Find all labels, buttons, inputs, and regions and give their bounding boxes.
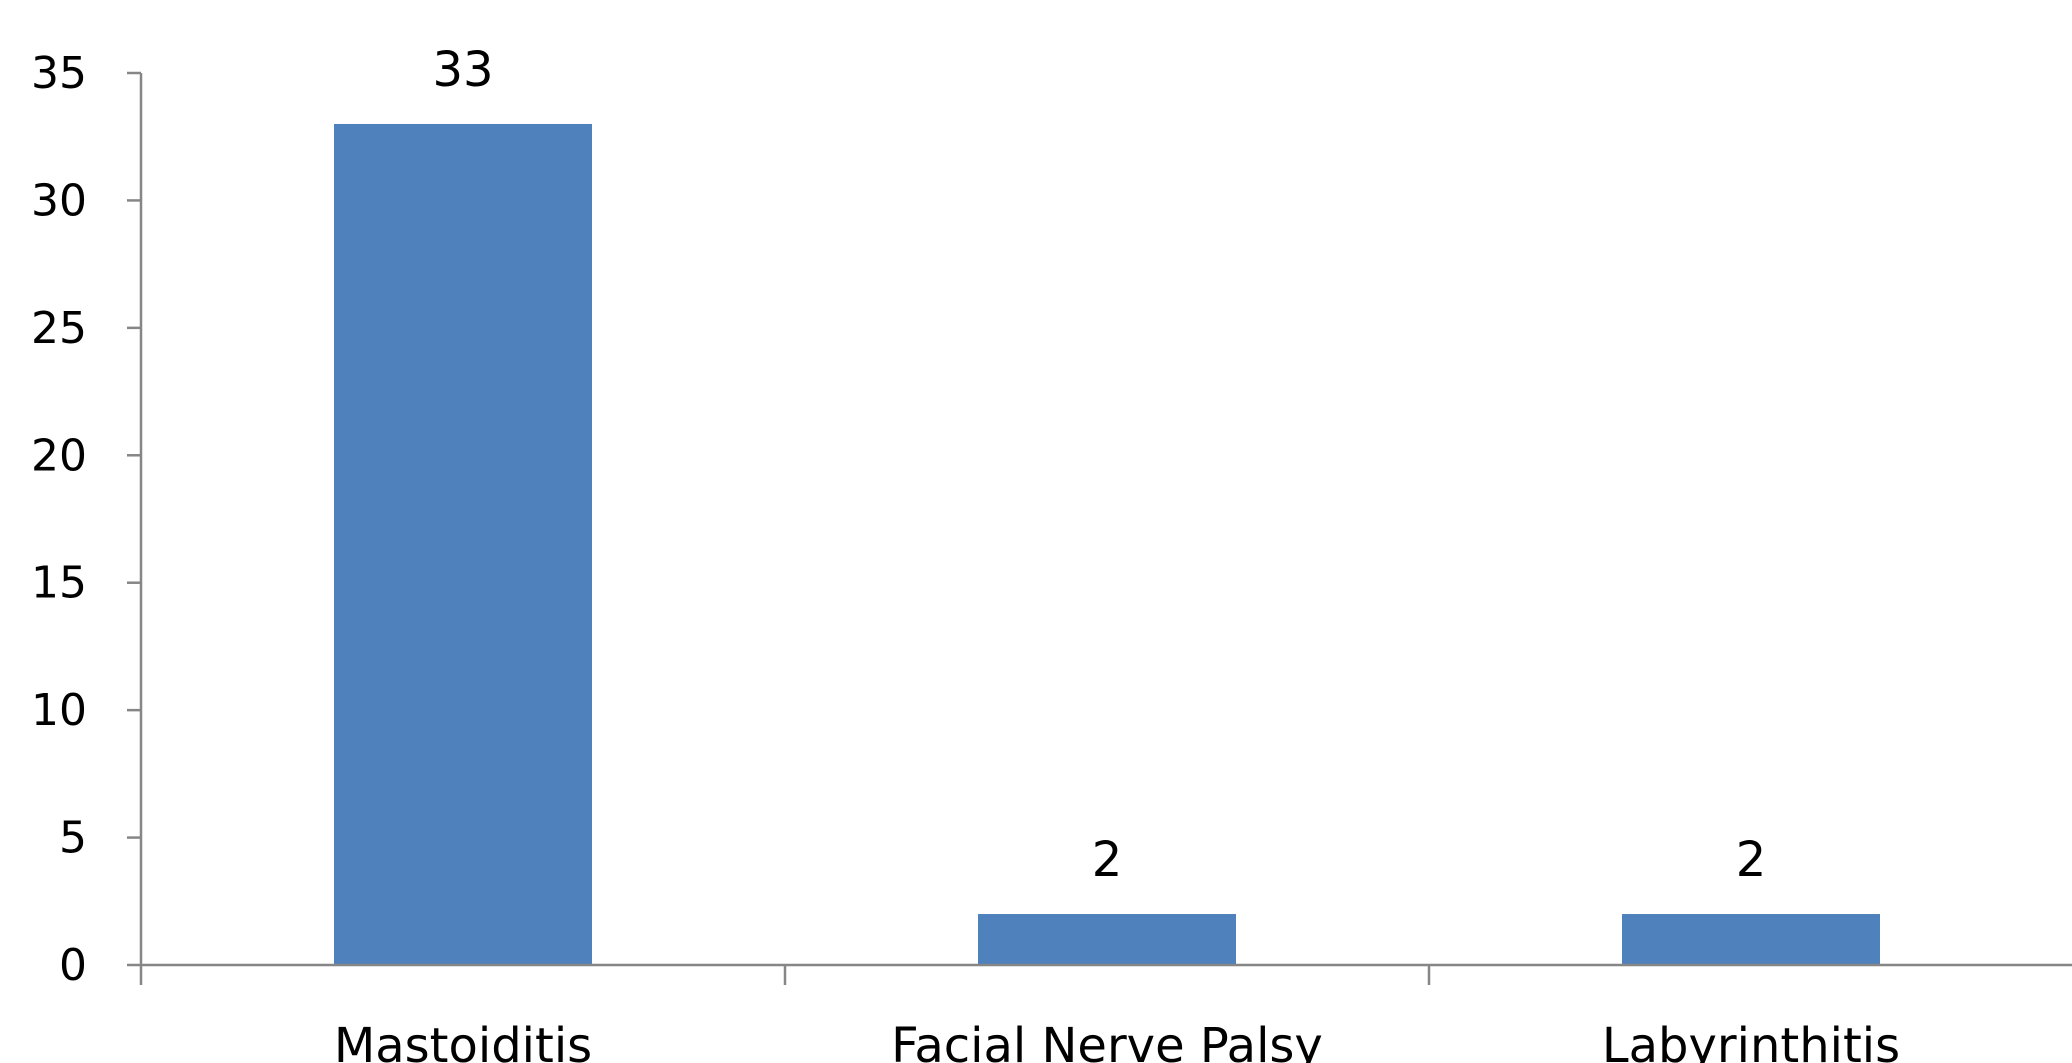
- y-tick-label: 15: [31, 558, 87, 609]
- y-tick-label: 30: [31, 175, 87, 226]
- axes-layer: [139, 73, 2072, 967]
- x-category-label: Labyrinthitis: [1602, 1018, 1900, 1063]
- x-category-label: Facial Nerve Palsy: [891, 1018, 1323, 1063]
- bars-layer: [334, 123, 1880, 965]
- data-labels-layer: 33 2 2: [432, 42, 1766, 888]
- y-tick-label: 25: [31, 303, 87, 354]
- bar: [978, 914, 1236, 965]
- y-tick-label: 0: [59, 940, 87, 991]
- y-tick-label: 5: [59, 813, 87, 864]
- y-tick-label: 35: [31, 48, 87, 99]
- x-category-label: Mastoiditis: [334, 1018, 592, 1063]
- y-axis-ticks: 0 5 10 15 20 25 30 35: [31, 48, 141, 991]
- bar: [334, 123, 592, 965]
- y-tick-label: 10: [31, 685, 87, 736]
- y-tick-label: 20: [31, 430, 87, 481]
- data-label: 33: [432, 42, 493, 98]
- data-label: 2: [1092, 832, 1123, 888]
- data-label: 2: [1736, 832, 1767, 888]
- bar: [1622, 914, 1880, 965]
- x-axis-ticks: Mastoiditis Facial Nerve Palsy Labyrinthit…: [139, 965, 1900, 1063]
